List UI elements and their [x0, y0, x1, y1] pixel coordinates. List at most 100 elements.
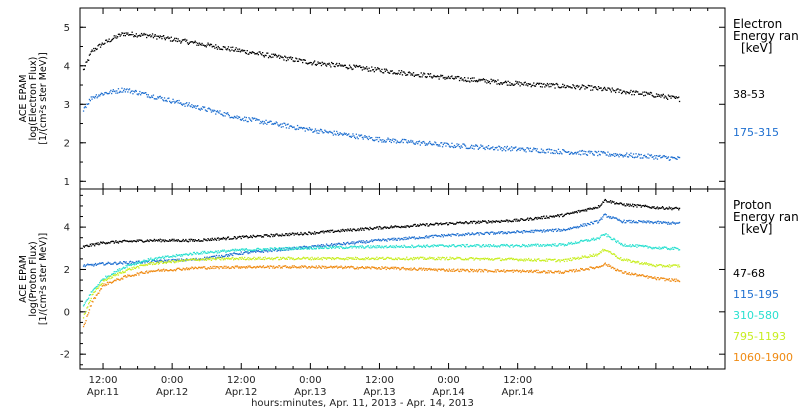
data-point	[325, 265, 327, 268]
data-point	[270, 258, 272, 260]
data-point	[615, 241, 618, 244]
data-point	[158, 37, 161, 39]
data-point	[359, 245, 361, 247]
data-point	[164, 39, 166, 41]
data-point	[133, 36, 135, 38]
data-point	[221, 250, 223, 252]
data-point	[400, 140, 403, 142]
data-point	[563, 150, 566, 152]
data-point	[626, 258, 628, 260]
data-point	[528, 219, 530, 221]
data-point	[631, 245, 633, 247]
data-point	[584, 239, 586, 241]
data-point	[657, 264, 659, 266]
data-point	[167, 240, 169, 242]
data-point	[299, 258, 301, 260]
data-point	[580, 87, 582, 89]
data-point	[102, 43, 104, 45]
data-point	[413, 246, 415, 248]
data-point	[526, 147, 528, 149]
data-point	[119, 279, 121, 281]
data-point	[480, 144, 482, 146]
data-point	[319, 128, 322, 130]
data-point	[667, 264, 669, 267]
data-point	[473, 245, 475, 247]
data-point	[473, 269, 475, 271]
data-point	[323, 62, 325, 64]
data-point	[455, 145, 457, 148]
data-point	[109, 41, 111, 43]
data-point	[114, 90, 116, 92]
data-point	[551, 228, 554, 230]
data-point	[366, 258, 369, 260]
data-point	[525, 271, 527, 273]
data-point	[632, 221, 634, 223]
data-point	[507, 270, 509, 272]
data-point	[101, 42, 103, 44]
data-point	[126, 33, 128, 35]
data-point	[557, 214, 560, 216]
data-point	[520, 258, 522, 260]
data-point	[294, 60, 296, 62]
data-point	[144, 261, 146, 263]
data-point	[551, 84, 554, 86]
data-point	[284, 265, 286, 267]
data-point	[418, 258, 420, 260]
data-point	[354, 243, 356, 245]
data-point	[208, 239, 210, 241]
data-point	[221, 257, 223, 259]
data-point	[197, 259, 199, 261]
data-point	[509, 270, 511, 272]
data-point	[383, 267, 386, 269]
data-point	[430, 223, 433, 226]
data-point	[193, 259, 195, 261]
data-point	[596, 220, 598, 222]
data-point	[361, 266, 363, 268]
data-point	[143, 264, 145, 266]
data-point	[436, 144, 439, 146]
data-point	[658, 207, 660, 209]
data-point	[664, 266, 666, 268]
data-point	[557, 84, 559, 86]
data-point	[143, 272, 145, 274]
data-point	[370, 70, 372, 72]
data-point	[150, 261, 152, 264]
data-point	[473, 148, 475, 150]
data-point	[503, 269, 505, 271]
data-point	[641, 245, 643, 247]
data-point	[455, 234, 457, 237]
data-point	[649, 155, 652, 157]
data-point	[563, 86, 565, 88]
data-point	[170, 102, 172, 104]
data-point	[488, 80, 491, 83]
data-point	[671, 209, 673, 211]
data-point	[644, 221, 647, 223]
data-point	[146, 96, 149, 98]
data-point	[391, 139, 393, 141]
data-point	[502, 259, 504, 261]
data-point	[424, 235, 427, 238]
data-point	[160, 257, 162, 259]
data-point	[254, 53, 256, 55]
data-point	[106, 276, 109, 278]
data-point	[571, 227, 573, 229]
data-point	[528, 257, 530, 260]
data-point	[120, 268, 122, 270]
data-point	[563, 229, 566, 231]
data-point	[583, 150, 585, 152]
data-point	[331, 229, 334, 231]
data-point	[280, 56, 282, 58]
data-point	[601, 218, 603, 220]
data-point	[98, 263, 100, 265]
data-point	[665, 222, 667, 224]
data-point	[113, 90, 115, 93]
data-point	[555, 215, 557, 217]
data-point	[354, 229, 357, 232]
data-point	[160, 259, 162, 261]
data-point	[283, 265, 285, 267]
data-point	[520, 218, 522, 220]
data-point	[584, 88, 586, 90]
data-point	[627, 156, 630, 158]
data-point	[420, 141, 422, 144]
data-point	[263, 267, 265, 269]
